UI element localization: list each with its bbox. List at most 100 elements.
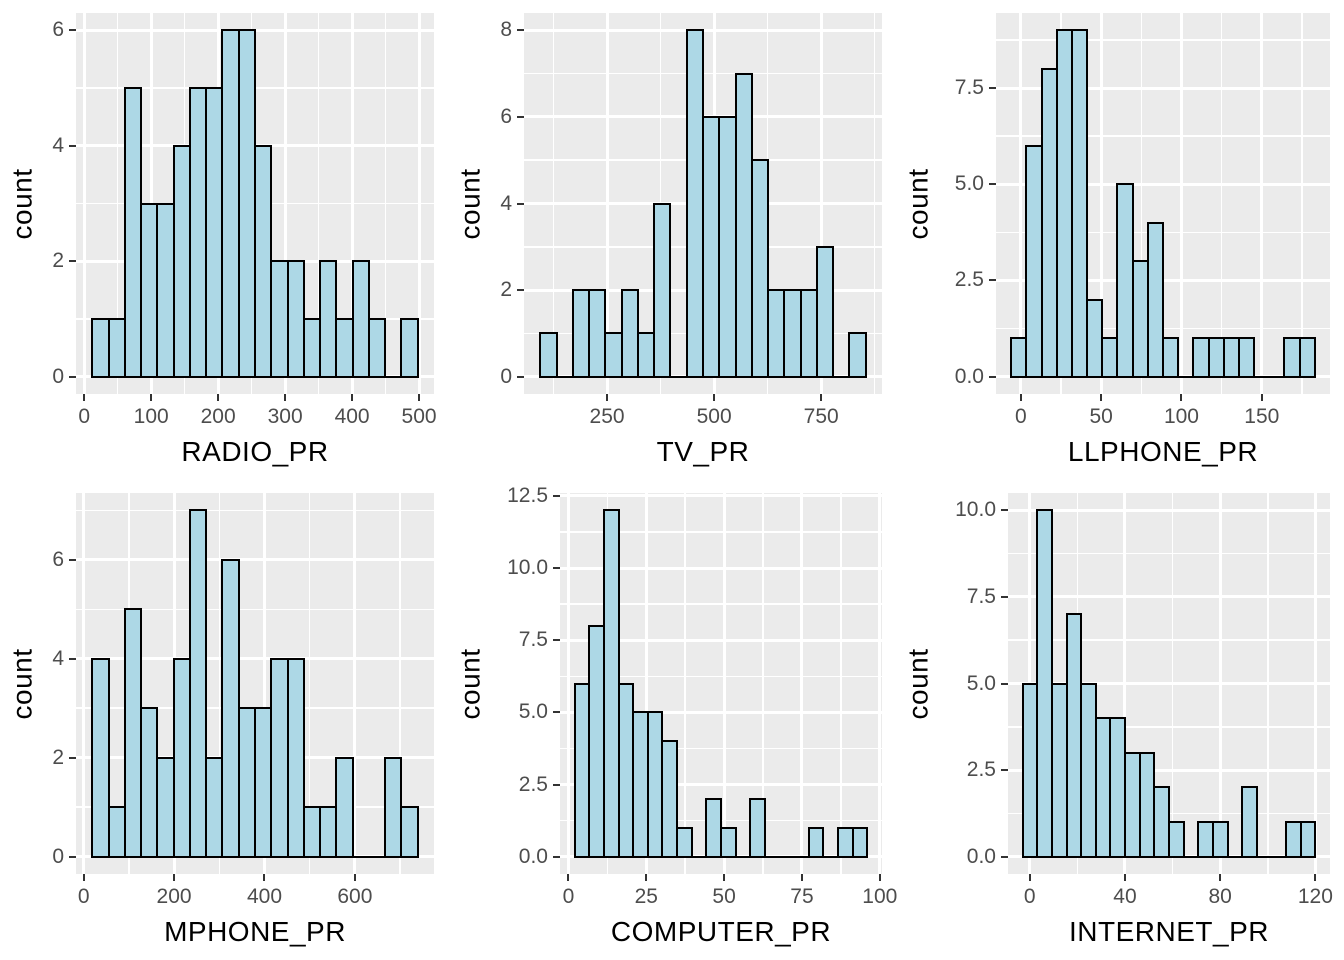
histogram-internet-pr: count 0.0 2.5 5.0 7.5 10.0 0 40 80 120 INTERNET… [896, 480, 1344, 960]
y-minor-gridline [996, 135, 1330, 137]
histogram-bar [335, 756, 354, 858]
y-minor-gridline [560, 675, 882, 678]
plot-panel [76, 13, 434, 394]
x-tick-mark [418, 394, 421, 401]
y-axis-title-text: count [454, 168, 485, 239]
x-tick-mark [263, 874, 266, 881]
x-major-gridline [800, 493, 804, 874]
y-tick-mark [69, 144, 76, 147]
x-minor-gridline [840, 493, 842, 874]
y-tick-mark [989, 375, 996, 378]
histogram-bar [1146, 221, 1164, 378]
y-tick-mark [553, 711, 560, 714]
y-tick-mark [1001, 769, 1008, 772]
y-tick-label: 0.0 [954, 364, 984, 388]
x-tick-mark [1314, 874, 1317, 881]
x-tick-label: 50 [1089, 405, 1113, 428]
x-major-gridline [566, 493, 570, 874]
y-axis-tick-marks [68, 13, 76, 394]
y-tick-mark [69, 260, 76, 263]
x-axis-tick-labels: 0 40 80 120 [1008, 882, 1333, 912]
x-tick-mark [83, 394, 86, 401]
y-tick-mark [553, 567, 560, 570]
x-tick-mark [1123, 874, 1126, 881]
y-major-gridline [560, 566, 882, 570]
x-tick-mark [713, 394, 716, 401]
histogram-bar [1070, 29, 1089, 378]
histogram-bar [400, 317, 419, 378]
x-tick-mark [1028, 874, 1031, 881]
x-major-gridline [1260, 13, 1264, 394]
y-tick-mark [517, 289, 524, 292]
x-major-gridline [722, 493, 726, 874]
histogram-bar [807, 826, 825, 858]
histogram-bar [851, 826, 869, 858]
y-major-gridline [560, 638, 882, 642]
histogram-bar [1168, 821, 1185, 858]
y-tick-mark [553, 639, 560, 642]
x-tick-label: 400 [246, 885, 283, 908]
x-tick-mark [606, 394, 609, 401]
y-major-gridline [1008, 768, 1330, 772]
y-tick-label: 5.0 [954, 172, 984, 196]
y-tick-mark [69, 375, 76, 378]
x-axis-tick-labels: 0 200 400 600 [76, 882, 434, 912]
y-minor-gridline [560, 603, 882, 605]
x-tick-mark [353, 874, 356, 881]
x-tick-label: 500 [696, 405, 732, 428]
histogram-bar [1241, 786, 1258, 858]
x-minor-gridline [1140, 13, 1143, 394]
x-minor-gridline [1301, 13, 1303, 394]
plot-panel [1008, 493, 1330, 874]
y-major-gridline [76, 558, 434, 562]
y-tick-label: 6 [500, 104, 512, 128]
x-tick-label: 0 [1023, 885, 1036, 908]
x-axis-title: LLPHONE_PR [1067, 436, 1259, 467]
x-major-gridline [878, 493, 882, 874]
y-axis-tick-labels: 0 2 4 6 [44, 493, 68, 874]
y-axis-tick-marks [1000, 493, 1008, 874]
x-tick-label: 300 [267, 405, 303, 428]
x-tick-mark [723, 874, 726, 881]
y-axis-tick-marks [552, 493, 560, 874]
histogram-bar [367, 317, 387, 378]
x-major-gridline [82, 493, 86, 874]
y-tick-mark [553, 783, 560, 786]
y-axis-title: count [896, 13, 940, 394]
y-major-gridline [560, 494, 882, 498]
x-major-gridline [1099, 13, 1103, 394]
x-tick-label: 400 [334, 405, 370, 428]
x-tick-label: 600 [337, 885, 373, 908]
x-tick-label: 250 [589, 405, 625, 428]
x-axis-title: INTERNET_PR [1069, 916, 1269, 947]
x-axis-tick-marks [524, 394, 882, 402]
y-axis-tick-marks [516, 13, 524, 394]
y-tick-label: 2 [52, 249, 64, 273]
y-tick-mark [553, 494, 560, 497]
x-axis-tick-labels: 0 50 100 150 [996, 402, 1330, 432]
histogram-bar [661, 740, 679, 858]
y-tick-mark [69, 29, 76, 32]
y-minor-gridline [1008, 552, 1330, 555]
x-tick-label: 500 [401, 405, 437, 428]
histogram-bar [720, 826, 737, 858]
histogram-bar [676, 826, 693, 858]
x-tick-label: 80 [1208, 885, 1232, 908]
x-tick-label: 100 [862, 885, 898, 908]
y-major-gridline [1008, 682, 1330, 685]
y-minor-gridline [560, 531, 882, 533]
x-tick-label: 0 [562, 885, 575, 908]
x-major-gridline [262, 493, 266, 874]
y-tick-label: 10.0 [955, 498, 996, 522]
y-tick-mark [69, 657, 76, 660]
x-tick-label: 75 [790, 885, 814, 908]
x-axis-title: RADIO_PR [181, 436, 329, 467]
histogram-bar [1299, 821, 1317, 858]
plot-panel [524, 13, 882, 394]
y-axis-tick-labels: 0 2 4 6 [44, 13, 68, 394]
x-axis-title: TV_PR [656, 436, 750, 467]
y-axis-tick-labels: 0.0 2.5 5.0 7.5 [940, 13, 988, 394]
plot-panel [560, 493, 882, 874]
y-tick-label: 4 [52, 133, 64, 157]
y-tick-mark [517, 202, 524, 205]
